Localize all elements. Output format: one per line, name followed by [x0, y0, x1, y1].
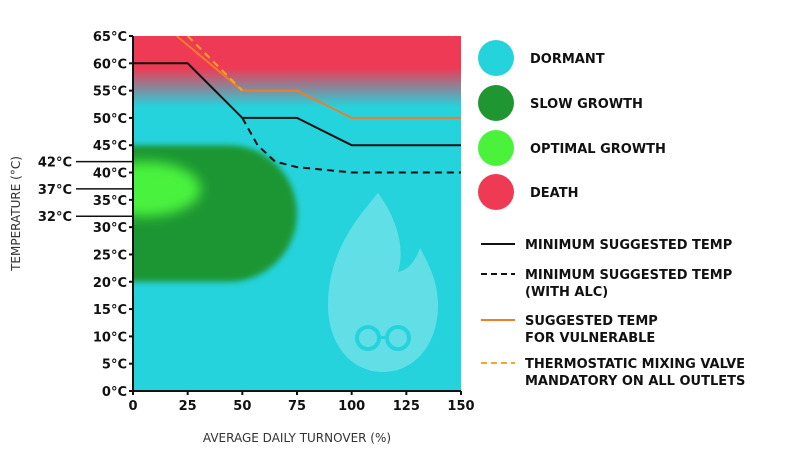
- legend-label: DEATH: [530, 186, 578, 201]
- y-tick-label: 40°C: [93, 167, 127, 182]
- reference-tick-label: 32°C: [38, 210, 72, 225]
- x-axis-title: AVERAGE DAILY TURNOVER (%): [203, 431, 391, 445]
- legend-label: OPTIMAL GROWTH: [530, 142, 666, 157]
- y-tick-label: 50°C: [93, 112, 127, 127]
- x-tick-label: 125: [393, 399, 420, 414]
- y-tick-label: 20°C: [93, 276, 127, 291]
- series-line-1: [133, 62, 461, 147]
- series-line-4: [186, 36, 244, 92]
- x-tick-label: 75: [288, 399, 306, 414]
- legend-swatch-slow-growth: [478, 85, 514, 121]
- reference-tick-label: 37°C: [38, 183, 72, 198]
- y-tick-label: 10°C: [93, 330, 127, 345]
- legend-line-label: (WITH ALC): [525, 285, 608, 300]
- legend-line-label: MANDATORY ON ALL OUTLETS: [525, 374, 745, 389]
- y-tick-label: 35°C: [93, 194, 127, 209]
- flame-mascot-icon: [328, 193, 438, 372]
- y-tick-label: 45°C: [93, 139, 127, 154]
- y-axis-title: TEMPERATURE (°C): [9, 156, 23, 272]
- death-zone: [133, 36, 461, 107]
- legend-label: SLOW GROWTH: [530, 97, 643, 112]
- y-tick-label: 5°C: [102, 358, 127, 373]
- y-tick-label: 0°C: [102, 385, 127, 400]
- legend-swatch-death: [478, 174, 514, 210]
- legend-line-label: MINIMUM SUGGESTED TEMP: [525, 268, 732, 283]
- optimal-growth-zone: [133, 161, 201, 217]
- x-tick-label: 25: [179, 399, 197, 414]
- legend-swatch-optimal-growth: [478, 130, 514, 166]
- y-tick-label: 65°C: [93, 30, 127, 45]
- series-line-3: [176, 36, 461, 119]
- reference-tick-label: 42°C: [38, 156, 72, 171]
- legend-label: DORMANT: [530, 52, 605, 67]
- y-tick-label: 15°C: [93, 303, 127, 318]
- x-tick-label: 100: [338, 399, 365, 414]
- legend-line-label: SUGGESTED TEMP: [525, 314, 658, 329]
- y-tick-label: 60°C: [93, 57, 127, 72]
- x-tick-label: 150: [447, 399, 474, 414]
- x-tick-label: 50: [233, 399, 251, 414]
- y-tick-label: 30°C: [93, 221, 127, 236]
- y-tick-label: 25°C: [93, 248, 127, 263]
- legend-swatch-dormant: [478, 40, 514, 76]
- x-tick-label: 0: [128, 399, 137, 414]
- legend-line-label: FOR VULNERABLE: [525, 331, 655, 346]
- series-line-2: [241, 117, 461, 174]
- legend-line-label: THERMOSTATIC MIXING VALVE: [525, 357, 745, 372]
- y-tick-label: 55°C: [93, 85, 127, 100]
- legend-line-label: MINIMUM SUGGESTED TEMP: [525, 238, 732, 253]
